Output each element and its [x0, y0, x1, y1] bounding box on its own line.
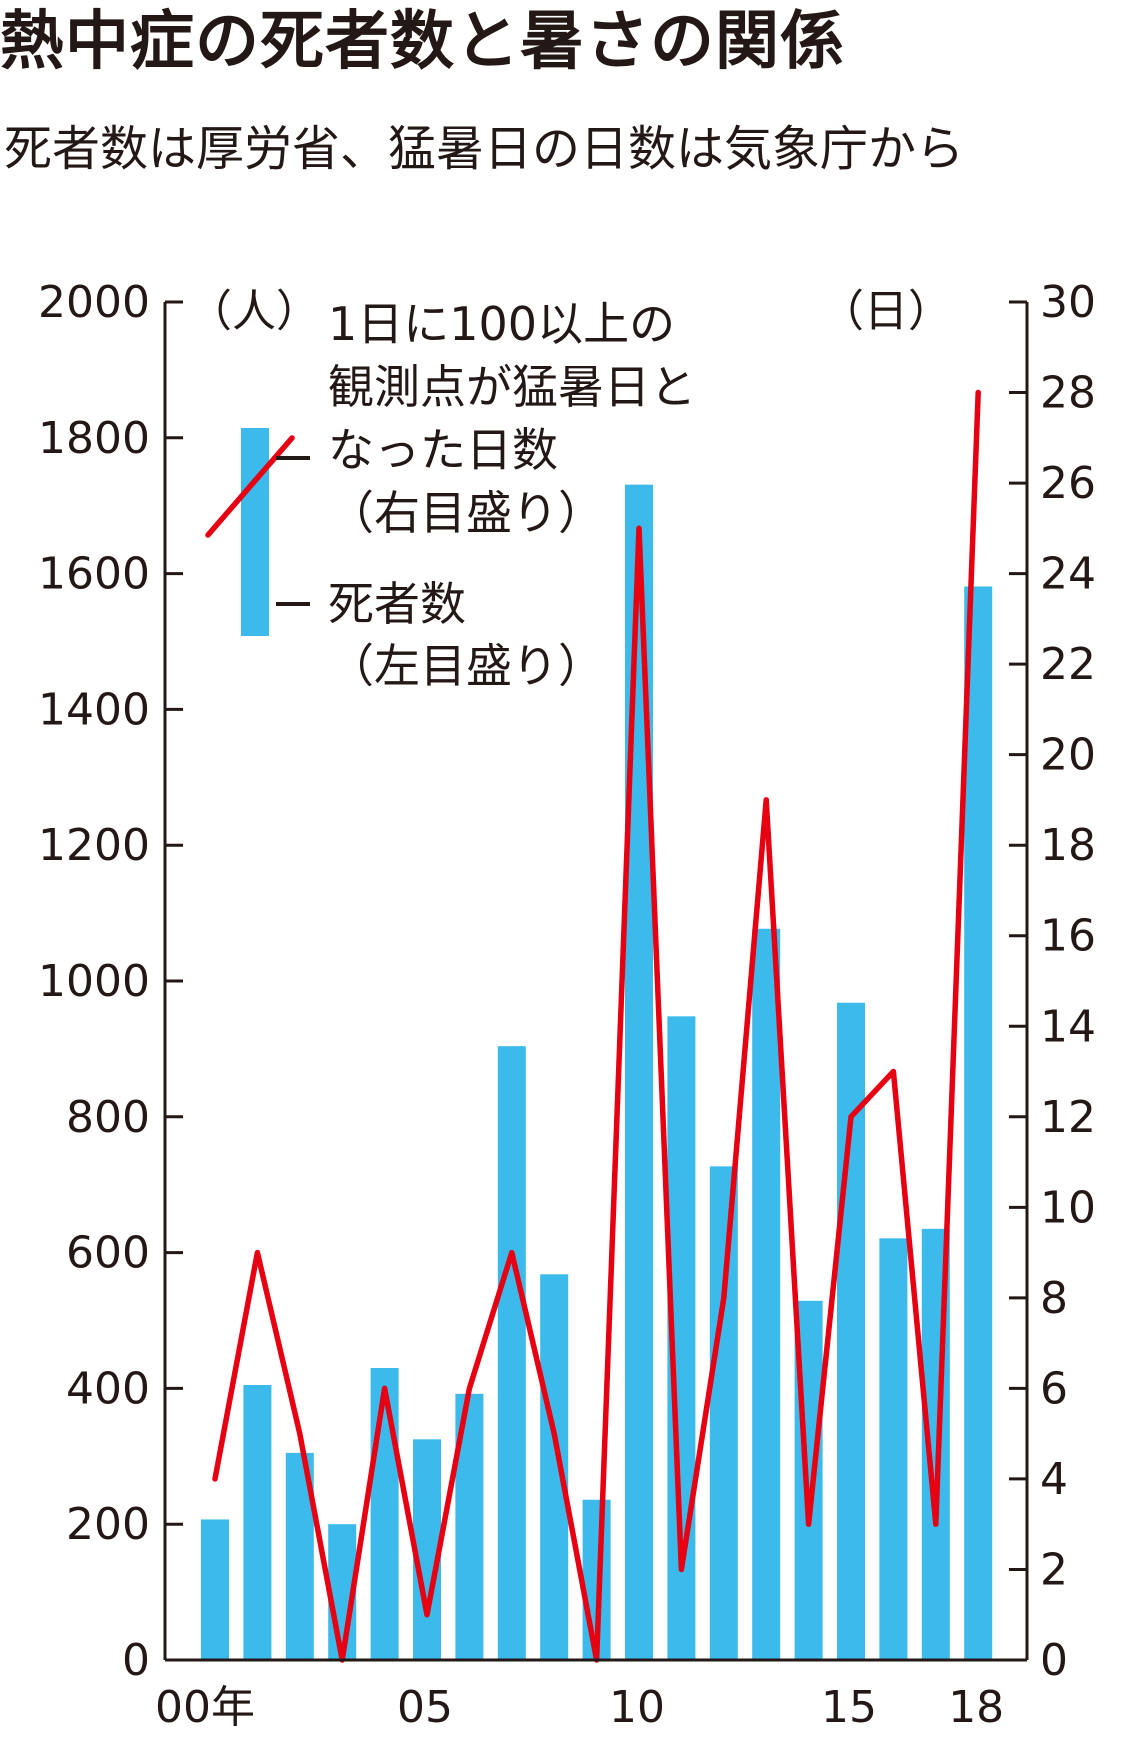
- legend-bar-swatch: [241, 428, 269, 636]
- x-tick-label-18: 18: [948, 1682, 1004, 1733]
- line-point-18: [977, 392, 979, 394]
- line-point-12: [723, 1297, 725, 1299]
- line-point-13: [765, 799, 767, 801]
- axes-layer: （人） （日） 02004006008001000120014001600180…: [38, 277, 1096, 1733]
- right-axis-unit-label: （日）: [820, 286, 952, 337]
- right-tick-label: 20: [1040, 730, 1096, 781]
- right-tick-label: 4: [1040, 1454, 1068, 1505]
- line-point-04: [384, 1387, 386, 1389]
- legend-bar-label: 死者数: [328, 577, 466, 631]
- line-point-07: [511, 1252, 513, 1254]
- x-tick-label-05: 05: [397, 1682, 453, 1733]
- right-tick-label: 10: [1040, 1182, 1096, 1233]
- right-tick-label: 2: [1040, 1544, 1068, 1595]
- bar-07: [497, 1046, 526, 1660]
- left-tick-label: 1000: [38, 956, 150, 1007]
- line-point-11: [680, 1568, 682, 1570]
- left-tick-label: 1200: [38, 820, 150, 871]
- left-tick-label: 1800: [38, 413, 150, 464]
- legend-line-swatch: [205, 435, 295, 538]
- bar-10: [625, 484, 653, 1660]
- line-point-16: [892, 1071, 894, 1073]
- right-tick-label: 6: [1040, 1363, 1068, 1414]
- bar-16: [879, 1238, 908, 1660]
- right-tick-label: 14: [1040, 1001, 1096, 1052]
- right-tick-label: 8: [1040, 1273, 1068, 1324]
- bar-00: [201, 1519, 229, 1660]
- chart-title: 熱中症の死者数と暑さの関係: [0, 5, 845, 79]
- bar-04: [370, 1368, 399, 1660]
- right-tick-label: 30: [1040, 277, 1096, 328]
- left-axis-unit-label: （人）: [188, 286, 320, 337]
- right-tick-label: 12: [1040, 1092, 1096, 1143]
- bar-01: [243, 1385, 272, 1660]
- line-point-14: [808, 1523, 810, 1525]
- line-point-08: [553, 1433, 555, 1435]
- legend-line-label: 観測点が猛暑日と: [328, 360, 696, 414]
- legend-line-label: なった日数: [328, 423, 558, 477]
- line-point-02: [299, 1433, 301, 1435]
- left-tick-label: 1400: [38, 684, 150, 735]
- right-tick-label: 28: [1040, 368, 1096, 419]
- left-tick-label: 400: [66, 1363, 150, 1414]
- left-tick-label: 1600: [38, 549, 150, 600]
- line-point-15: [850, 1116, 852, 1118]
- x-tick-label-00: 00年: [155, 1682, 255, 1733]
- left-tick-label: 600: [66, 1228, 150, 1279]
- line-point-10: [638, 527, 640, 529]
- right-tick-label: 16: [1040, 911, 1096, 962]
- bar-13: [752, 928, 781, 1660]
- line-point-00: [214, 1478, 216, 1480]
- right-tick-label: 18: [1040, 820, 1096, 871]
- right-tick-label: 0: [1040, 1635, 1068, 1686]
- bar-12: [709, 1166, 738, 1660]
- bar-15: [837, 1002, 865, 1660]
- bar-18: [964, 586, 993, 1660]
- bar-08: [540, 1274, 569, 1660]
- line-point-06: [468, 1387, 470, 1389]
- line-point-05: [426, 1614, 428, 1616]
- x-tick-label-15: 15: [821, 1682, 877, 1733]
- right-tick-label: 24: [1040, 549, 1096, 600]
- line-point-17: [935, 1523, 937, 1525]
- left-tick-label: 0: [122, 1635, 150, 1686]
- left-tick-label: 200: [66, 1499, 150, 1550]
- line-point-01: [256, 1252, 258, 1254]
- left-tick-label: 800: [66, 1092, 150, 1143]
- legend-bar-label: （左目盛り）: [328, 639, 604, 693]
- right-tick-label: 26: [1040, 458, 1096, 509]
- legend-line-label: 1日に100以上の: [328, 297, 675, 351]
- right-tick-label: 22: [1040, 639, 1096, 690]
- chart-subtitle: 死者数は厚労省、猛暑日の日数は気象庁から: [4, 121, 965, 177]
- bar-05: [413, 1439, 441, 1660]
- left-tick-label: 2000: [38, 277, 150, 328]
- x-tick-label-10: 10: [609, 1682, 665, 1733]
- legend-line-label: （右目盛り）: [328, 486, 604, 540]
